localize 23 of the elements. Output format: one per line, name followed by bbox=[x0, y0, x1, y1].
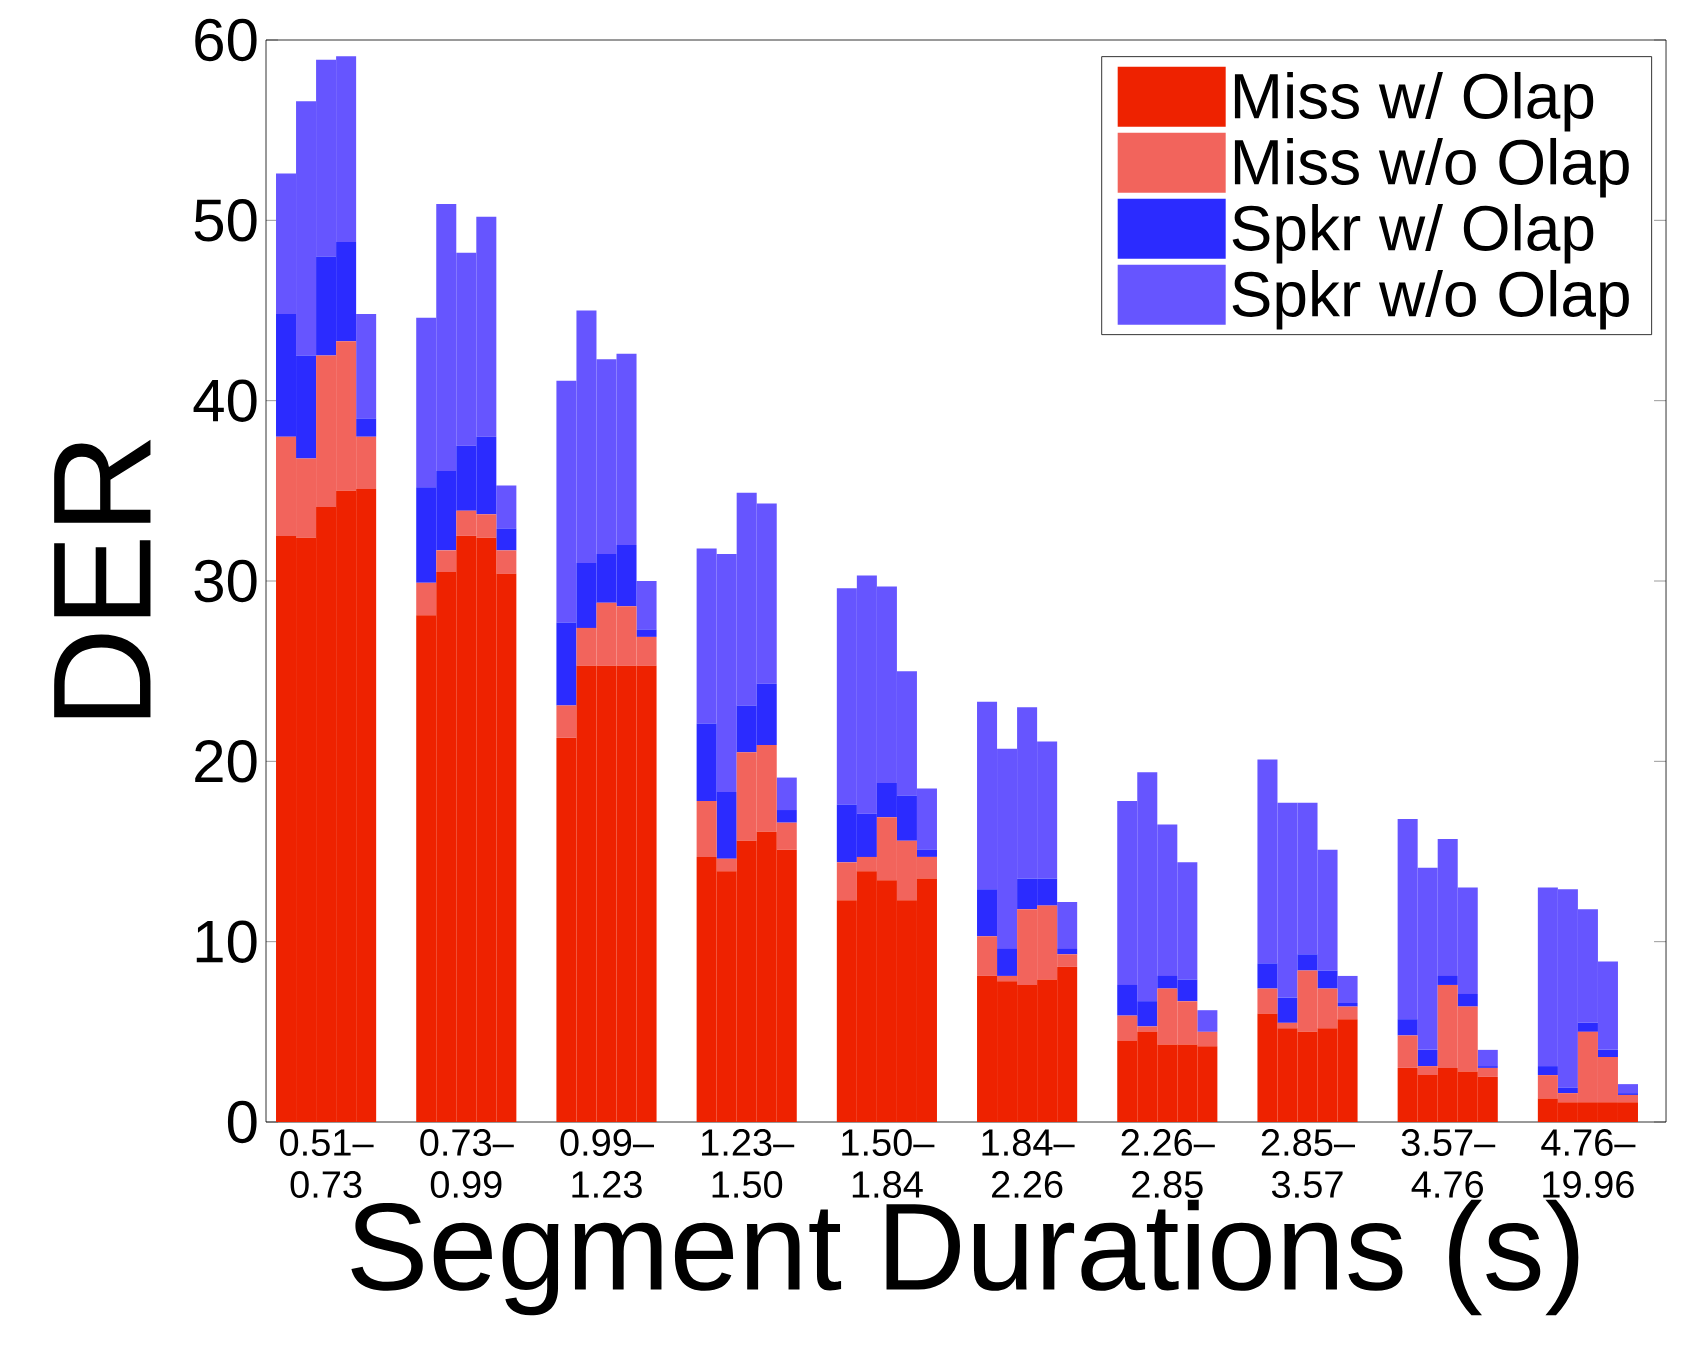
x-tick-label: 2.85– 3.57 bbox=[1261, 1129, 1356, 1198]
y-tick-label: 50 bbox=[194, 199, 257, 242]
y-tick-label: 20 bbox=[195, 740, 257, 783]
y-axis-title: DER bbox=[54, 439, 151, 718]
legend-label: Spkr w/ Olap bbox=[1232, 203, 1594, 264]
x-tick-label: 3.57– 4.76 bbox=[1401, 1129, 1496, 1198]
legend-label: Miss w/ Olap bbox=[1234, 71, 1594, 132]
x-axis-title: Segment Durations (s) bbox=[351, 1199, 1579, 1316]
x-tick-label: 0.99– 1.23 bbox=[560, 1129, 655, 1198]
x-tick-label: 4.76– 19.96 bbox=[1541, 1129, 1636, 1198]
y-tick-label: 30 bbox=[194, 559, 257, 603]
x-tick-label: 1.23– 1.50 bbox=[702, 1129, 795, 1198]
x-tick-label: 2.26– 2.85 bbox=[1121, 1129, 1215, 1198]
x-tick-label: 0.73– 0.99 bbox=[420, 1129, 514, 1198]
y-tick-label: 60 bbox=[195, 18, 257, 62]
legend-label: Spkr w/o Olap bbox=[1232, 269, 1629, 330]
x-tick-label: 0.51– 0.73 bbox=[280, 1129, 374, 1198]
y-tick-label: 10 bbox=[196, 920, 257, 963]
y-tick-label: 0 bbox=[227, 1100, 257, 1144]
y-tick-label: 40 bbox=[193, 379, 257, 422]
legend-label: Miss w/o Olap bbox=[1234, 137, 1629, 198]
x-tick-label: 1.84– 2.26 bbox=[982, 1129, 1075, 1198]
x-tick-label: 1.50– 1.84 bbox=[842, 1129, 935, 1198]
